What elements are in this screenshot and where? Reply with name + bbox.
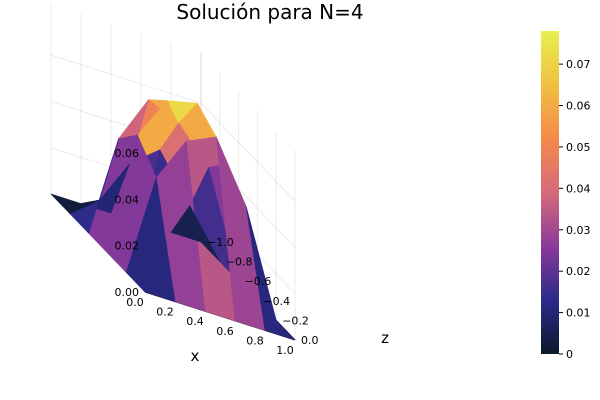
colorbar-tick-label: 0.04: [566, 182, 591, 195]
x-tick-label: 0.6: [216, 325, 234, 338]
colorbar-tick-label: 0.03: [566, 224, 591, 237]
z-tick-label: −0.2: [282, 314, 309, 327]
grid-line-value: [50, 54, 296, 202]
x-tick-label: 0.2: [156, 306, 174, 319]
x-tick-label: 0.4: [186, 315, 204, 328]
surface-patch: [170, 205, 221, 262]
colorbar-ticks: 0 0.01 0.02 0.03 0.04 0.05 0.06 0.07: [559, 58, 591, 361]
value-tick-label: 0.06: [115, 147, 140, 160]
colorbar-tick-label: 0.06: [566, 100, 591, 113]
colorbar-tick-label: 0.05: [566, 141, 591, 154]
surface-patch: [125, 177, 176, 302]
colorbar-tick-label: 0.07: [566, 58, 591, 71]
value-tick-label: 0.04: [115, 193, 140, 206]
surface: [50, 99, 296, 341]
colorbar-tick-label: 0: [566, 348, 573, 361]
value-tick-label: 0.02: [115, 240, 140, 253]
surface-patch: [245, 206, 296, 341]
z-tick-label: −0.4: [263, 295, 290, 308]
chart-title: Solución para N=4: [176, 0, 363, 24]
x-axis-label: x: [191, 347, 200, 365]
colorbar-tick-label: 0.02: [566, 265, 591, 278]
tick-labels: 0.0 0.2 0.4 0.6 0.8 1.0 0.0 −0.2 −0.4 −0.6 −0.8 −1.…: [115, 147, 319, 357]
value-tick-label: 0.00: [115, 286, 140, 299]
z-tick-label: −1.0: [207, 236, 234, 249]
z-axis-label: z: [381, 329, 389, 347]
x-tick-label: 1.0: [276, 344, 294, 357]
x-tick-label: 0.0: [126, 296, 144, 309]
z-tick-label: −0.6: [245, 275, 272, 288]
z-tick-label: 0.0: [301, 334, 319, 347]
colorbar-gradient: [541, 31, 559, 354]
z-tick-label: −0.8: [226, 256, 253, 269]
colorbar: 0 0.01 0.02 0.03 0.04 0.05 0.06 0.07: [541, 31, 591, 361]
x-tick-label: 0.8: [246, 334, 264, 347]
colorbar-tick-label: 0.01: [566, 307, 591, 320]
surface-patch: [50, 193, 101, 214]
